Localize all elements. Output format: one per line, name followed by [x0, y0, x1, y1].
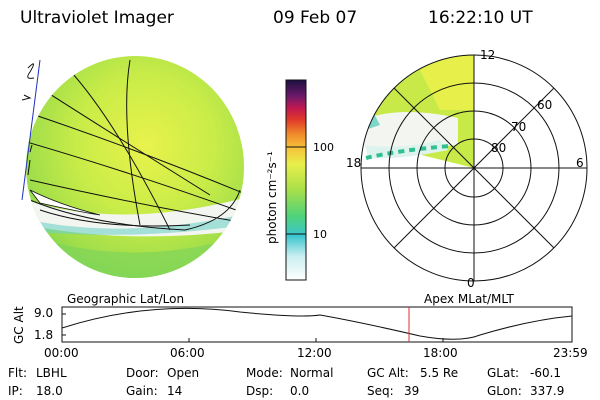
altitude-ylabel: GC Alt: [12, 306, 26, 344]
polar-plot: [360, 54, 588, 282]
ip-key: IP:: [8, 384, 23, 398]
mode-key: Mode:: [246, 366, 283, 380]
ip-value: 18.0: [36, 384, 63, 398]
door-key: Door:: [126, 366, 159, 380]
colorbar-unit-label: photon cm⁻²s⁻¹: [265, 151, 279, 244]
gain-value: 14: [167, 384, 183, 398]
glon-value: 337.9: [530, 384, 565, 398]
geographic-image: [21, 56, 244, 278]
mlt-label-6: 6: [576, 156, 584, 170]
dsp-key: Dsp:: [246, 384, 274, 398]
time-tick-2359: 23:59: [553, 346, 588, 360]
filter-value: LBHL: [36, 366, 67, 380]
gc-alt-key: GC Alt:: [367, 366, 409, 380]
gc-alt-value: 5.5 Re: [420, 366, 459, 380]
seq-value: 39: [404, 384, 420, 398]
colorbar: [285, 79, 307, 281]
dsp-value: 0.0: [290, 384, 310, 398]
seq-key: Seq:: [367, 384, 394, 398]
time-tick-0000: 00:00: [44, 346, 79, 360]
mlat-label-80: 80: [491, 141, 507, 155]
mlt-label-12: 12: [480, 48, 496, 62]
altitude-plot: [61, 306, 573, 343]
door-value: Open: [167, 366, 200, 380]
date-label: 09 Feb 07: [273, 8, 358, 28]
apex-panel-label: Apex MLat/MLT: [424, 292, 514, 306]
gain-key: Gain:: [126, 384, 158, 398]
time-label: 16:22:10 UT: [428, 8, 533, 28]
geographic-panel-label: Geographic Lat/Lon: [67, 292, 185, 306]
mlt-label-18: 18: [346, 156, 362, 170]
altitude-curve: [61, 307, 573, 340]
mlt-label-0: 0: [467, 276, 475, 290]
glon-key: GLon:: [487, 384, 522, 398]
mode-value: Normal: [290, 366, 334, 380]
altitude-ytick-high: 9.0: [34, 306, 54, 320]
instrument-title: Ultraviolet Imager: [20, 8, 174, 28]
colorbar-tick-100: 100: [313, 141, 334, 154]
colorbar-tick-10: 10: [313, 228, 327, 241]
glat-value: -60.1: [530, 366, 562, 380]
orbit-track-line: [21, 59, 41, 201]
filter-key: Flt:: [8, 366, 27, 380]
altitude-ytick-low: 1.8: [34, 328, 54, 342]
mlat-label-60: 60: [537, 98, 553, 112]
mlat-label-70: 70: [511, 120, 527, 134]
time-tick-1200: 12:00: [297, 346, 332, 360]
time-tick-0600: 06:00: [170, 346, 205, 360]
glat-key: GLat:: [487, 366, 520, 380]
time-tick-1800: 18:00: [423, 346, 458, 360]
